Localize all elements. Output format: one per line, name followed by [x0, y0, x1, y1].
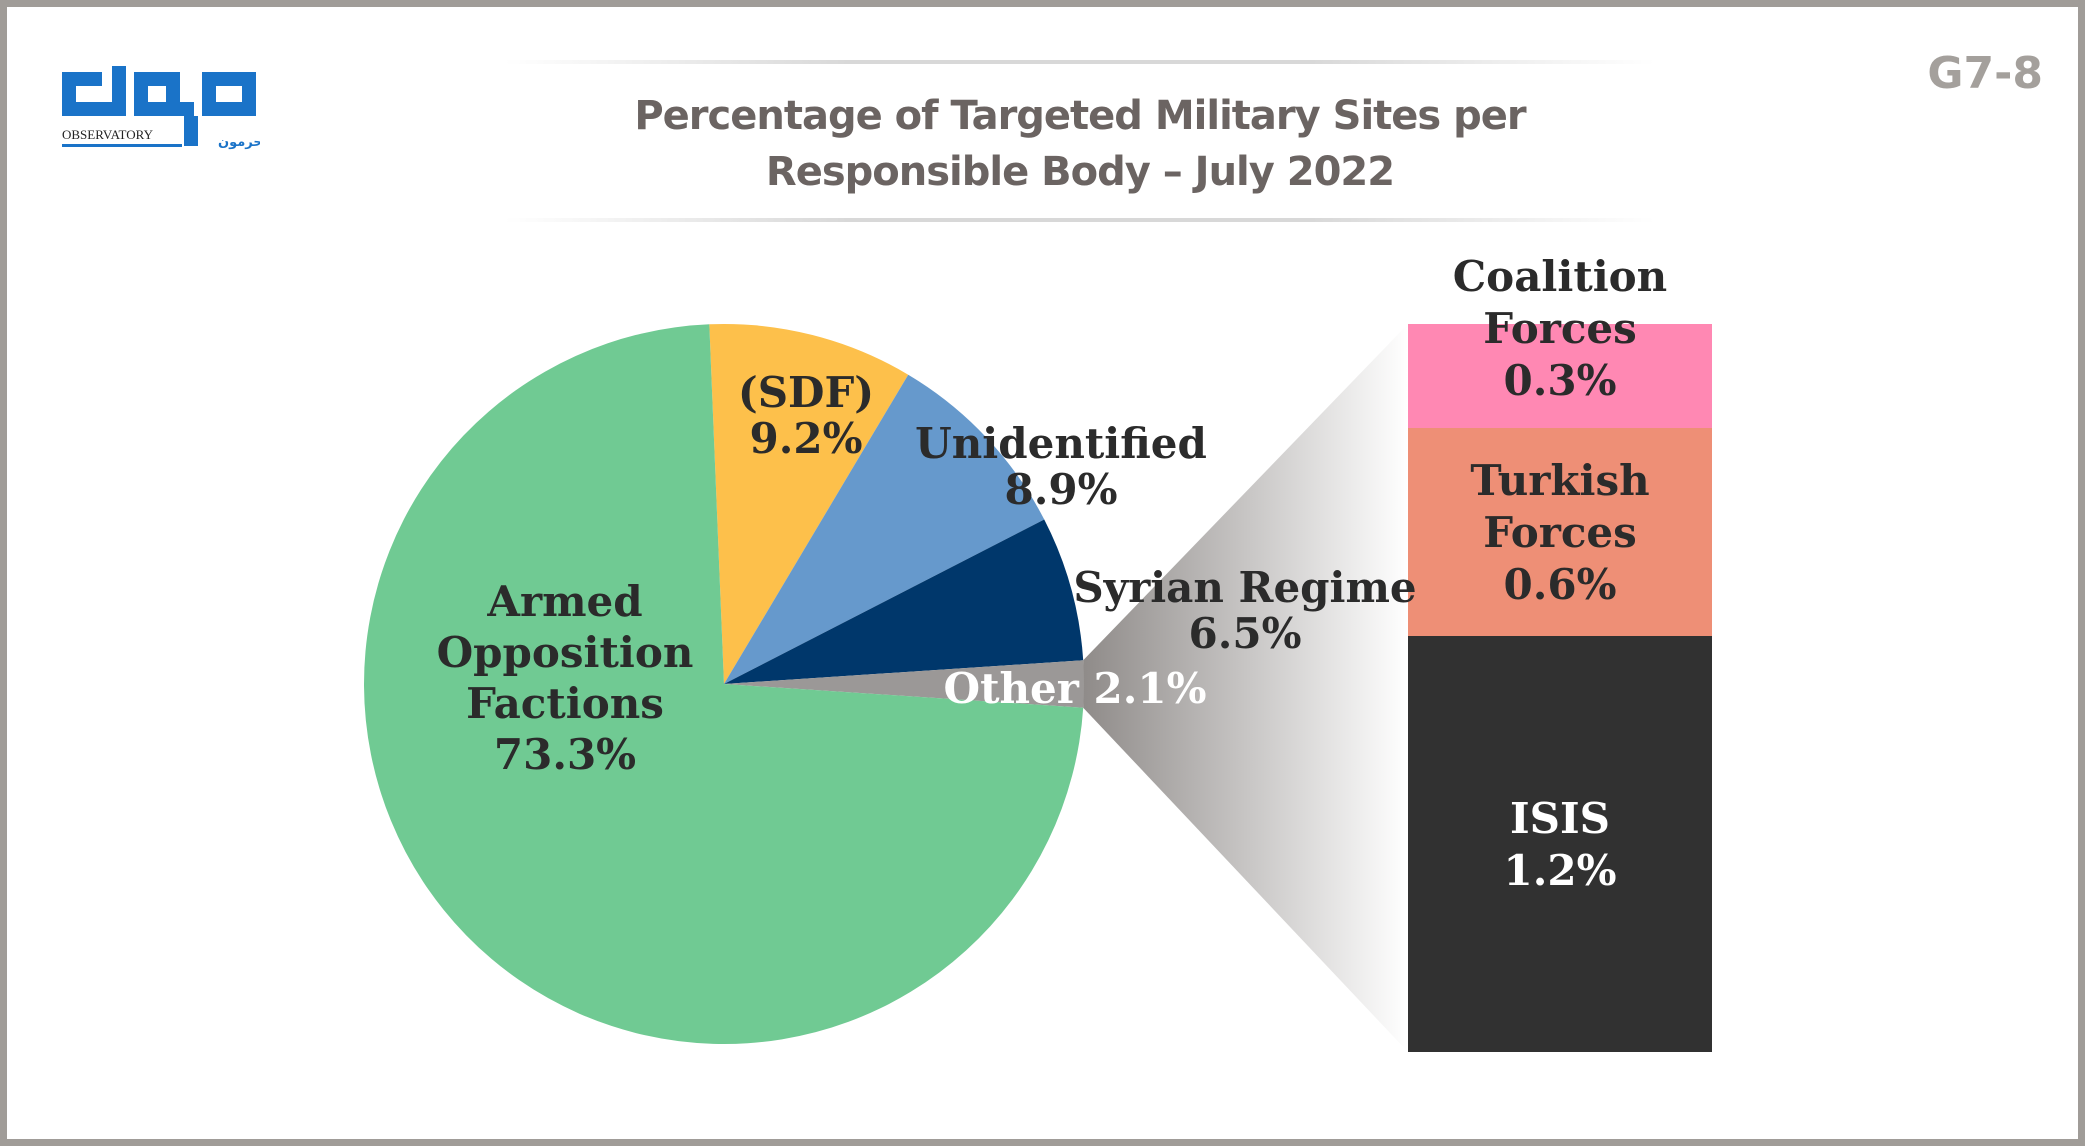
chart-title-line-1: Percentage of Targeted Military Sites pe… [634, 93, 1526, 139]
pie-slice-other [724, 660, 1085, 708]
observatory-logo: OBSERVATORY حرمون [62, 66, 260, 150]
bar-label-isis: ISIS 1.2% [1504, 794, 1617, 895]
pie-slice-unidentified [724, 374, 1045, 684]
pie-label-sdf: (SDF) 9.2% [738, 368, 874, 463]
pie-slice-sdf [709, 324, 909, 684]
logo-arabic-text: حرمون [218, 135, 260, 150]
logo-underline [62, 144, 182, 147]
title-rule-bottom [505, 218, 1655, 222]
bar-segment-coalition-forces [1408, 324, 1712, 428]
pie-label-unidentified: Unidentified 8.9% [915, 419, 1207, 514]
pie-slice-armed-opposition-factions [364, 324, 1084, 1045]
bar-segment-isis [1408, 636, 1712, 1052]
bar-label-coalition-forces: Coalition Forces 0.3% [1453, 252, 1667, 405]
logo-latin-text: OBSERVATORY [62, 127, 154, 142]
pie-label-armed-opposition-factions: Armed Opposition Factions 73.3% [437, 577, 694, 779]
pie-label-syrian-regime: Syrian Regime 6.5% [1073, 563, 1416, 658]
bar-segment-turkish-forces [1408, 428, 1712, 636]
pie-slice-syrian-regime [724, 519, 1084, 684]
breakdown-connector [1083, 324, 1408, 1052]
pie-label-other: Other 2.1% [944, 664, 1207, 713]
bar-label-turkish-forces: Turkish Forces 0.6% [1470, 456, 1649, 609]
chart-title: Percentage of Targeted Military Sites pe… [505, 88, 1655, 200]
title-rule-top [505, 60, 1655, 64]
chart-code: G7-8 [1927, 48, 2043, 99]
logo-arabic-mark [62, 66, 256, 146]
chart-title-line-2: Responsible Body – July 2022 [765, 149, 1395, 195]
